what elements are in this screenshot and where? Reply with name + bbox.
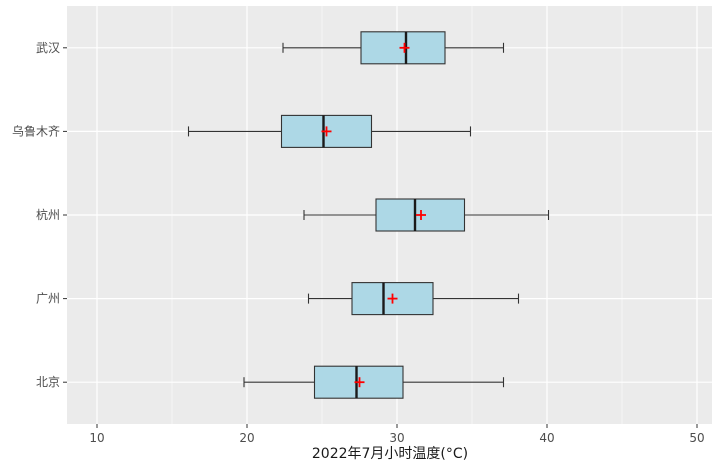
y-tick-label: 杭州 xyxy=(36,207,60,222)
y-tick-label: 武汉 xyxy=(36,41,60,55)
y-tick-label: 广州 xyxy=(36,292,60,306)
x-tick-label: 50 xyxy=(689,431,704,445)
x-axis: 10 20 30 40 50 xyxy=(89,424,705,445)
x-tick-label: 30 xyxy=(389,431,404,445)
y-axis: 北京 广州 杭州 乌鲁木齐 武汉 xyxy=(12,41,67,389)
box-2 xyxy=(303,198,550,232)
box-4 xyxy=(282,31,505,65)
box-3 xyxy=(187,114,472,148)
y-tick-label: 北京 xyxy=(36,375,60,389)
x-axis-title: 2022年7月小时温度(°C) xyxy=(312,446,468,462)
y-tick-label: 乌鲁木齐 xyxy=(12,123,60,138)
box-0 xyxy=(243,365,505,399)
box-1 xyxy=(307,282,520,316)
x-tick-label: 20 xyxy=(239,431,254,445)
box-iqr xyxy=(313,365,404,399)
x-tick-label: 40 xyxy=(539,431,554,445)
x-tick-label: 10 xyxy=(89,431,104,445)
boxes xyxy=(187,31,550,399)
